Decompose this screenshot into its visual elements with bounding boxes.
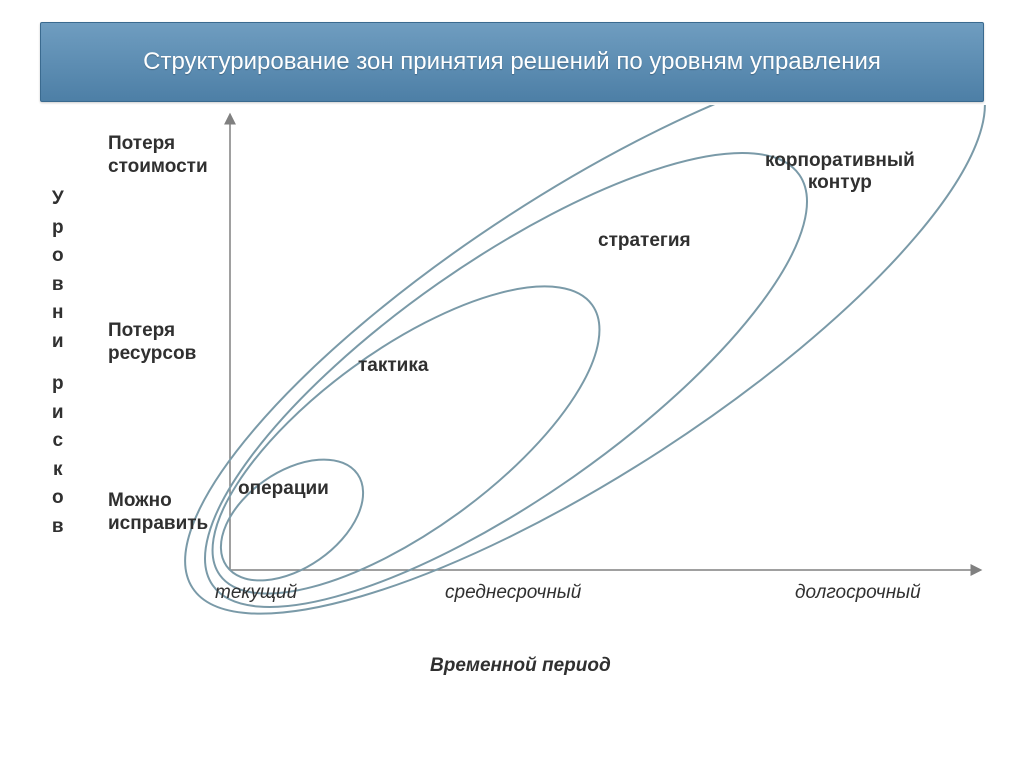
title-bar: Структурирование зон принятия решений по… [40,22,984,102]
y-axis-title: Уровнирисков [48,185,68,541]
zone-ellipse [116,105,1024,705]
x-tick-label: среднесрочный [445,582,581,604]
y-tick-label: Потеря стоимости [108,133,208,179]
diagram-area: Уровнирисков Потеря стоимости Потеря ресу… [0,105,1024,765]
zone-label: стратегия [598,230,691,252]
zone-ellipse [199,435,385,605]
y-tick-label: Потеря ресурсов [108,320,196,366]
x-axis-title: Временной период [430,655,611,677]
page-title: Структурирование зон принятия решений по… [123,46,901,77]
zone-label: корпоративный контур [765,150,915,194]
y-tick-label: Можно исправить [108,490,208,536]
zone-label: тактика [358,355,428,377]
zone-label: операции [238,478,329,500]
x-tick-label: текущий [215,582,297,604]
x-tick-label: долгосрочный [795,582,921,604]
